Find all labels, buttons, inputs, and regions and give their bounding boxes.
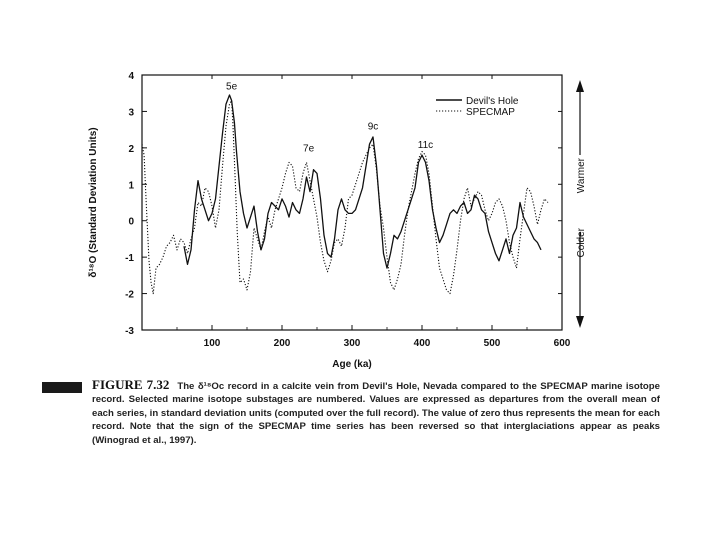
warmer-label: Warmer [576,157,587,193]
x-axis-title: Age (ka) [332,359,371,370]
annotation-7e: 7e [303,144,315,155]
x-axis: 100 200 300 400 500 600 [141,75,571,349]
series-line-devil-s-hole [183,94,542,269]
y-tick-label: -1 [125,253,134,264]
y-tick-label: 1 [128,180,134,191]
chart: 100 200 300 400 500 600 -3 -2 -1 0 1 2 3 4 5e 7e 9c 11c… [88,71,587,370]
caption-marker [42,382,82,393]
annotations: 5e 7e 9c 11c [226,82,433,155]
arrow-down-icon [576,316,584,328]
warmer-colder-indicator: Warmer Colder [576,80,587,328]
x-tick-label: 400 [414,338,431,349]
y-axis: -3 -2 -1 0 1 2 3 4 [125,71,562,337]
x-tick-label: 100 [204,338,221,349]
y-tick-label: 4 [128,71,134,82]
y-tick-label: -2 [125,290,134,301]
colder-label: Colder [576,227,587,257]
y-tick-label: 2 [128,144,134,155]
y-tick-label: -3 [125,326,134,337]
caption-text: The δ¹⁸Oᴄ record in a calcite vein from … [92,381,660,446]
annotation-11c: 11c [418,140,433,151]
y-axis-title: δ¹⁸O (Standard Deviation Units) [88,127,99,277]
y-tick-label: 3 [128,107,134,118]
caption-body: FIGURE 7.32 The δ¹⁸Oᴄ record in a calcite… [92,378,660,447]
annotation-9c: 9c [368,122,379,133]
x-tick-label: 600 [554,338,571,349]
y-tick-label: 0 [128,217,134,228]
legend-label: Devil's Hole [466,96,519,107]
x-tick-label: 200 [274,338,291,349]
caption-label: FIGURE 7.32 [92,377,170,392]
x-tick-label: 300 [344,338,361,349]
x-tick-label: 500 [484,338,501,349]
legend-label: SPECMAP [466,107,515,118]
arrow-up-icon [576,80,584,92]
series-layer [141,94,549,295]
annotation-5e: 5e [226,82,238,93]
series-line-specmap [141,99,549,295]
